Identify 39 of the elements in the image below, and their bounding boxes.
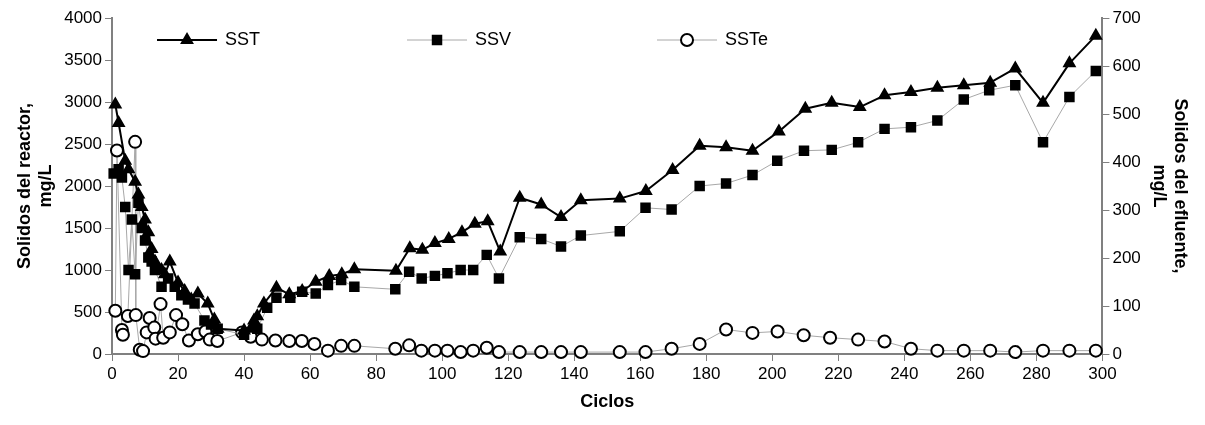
x-tick-label: 60 [300, 363, 320, 383]
x-tick-label: 20 [168, 363, 188, 383]
x-tick-label: 120 [494, 363, 523, 383]
x-tick-label: 80 [366, 363, 386, 383]
legend-label: SSTe [725, 28, 769, 49]
y-tick-label: 1500 [64, 217, 103, 237]
y2-tick-label: 700 [1112, 7, 1141, 27]
y2-tick-label: 100 [1112, 295, 1141, 315]
y-axis-title: Solidos del reactor, mg/L [13, 102, 56, 270]
y-tick-label: 2000 [64, 175, 103, 195]
x-tick-label: 240 [890, 363, 919, 383]
y-tick-label: 500 [73, 301, 103, 321]
legend-label: SSV [475, 28, 512, 49]
y-tick-label: 2500 [64, 133, 103, 153]
x-axis-title: Ciclos [580, 391, 635, 412]
legend-label: SST [225, 28, 261, 49]
y-tick-label: 3500 [64, 49, 103, 69]
y2-tick-label: 300 [1112, 199, 1141, 219]
x-tick-label: 280 [1022, 363, 1051, 383]
y-tick-label: 3000 [64, 91, 103, 111]
y2-tick-label: 400 [1112, 151, 1141, 171]
y2-tick-label: 200 [1112, 247, 1141, 267]
x-tick-label: 260 [956, 363, 985, 383]
x-tick-label: 300 [1088, 363, 1117, 383]
y-tick-label: 0 [92, 343, 103, 363]
y-tick-label: 4000 [64, 7, 103, 27]
y2-tick-label: 500 [1112, 103, 1141, 123]
x-tick-label: 40 [234, 363, 254, 383]
x-tick-label: 0 [107, 363, 117, 383]
y-tick-label: 1000 [64, 259, 103, 279]
y2-tick-label: 0 [1112, 343, 1122, 363]
x-tick-label: 140 [560, 363, 589, 383]
x-tick-label: 220 [824, 363, 853, 383]
x-tick-label: 200 [758, 363, 787, 383]
y2-tick-label: 600 [1112, 55, 1141, 75]
x-tick-label: 100 [427, 363, 457, 383]
x-tick-label: 180 [692, 363, 721, 383]
y2-axis-title: Solidos del efluente, mg/L [1149, 98, 1192, 274]
x-tick-label: 160 [626, 363, 655, 383]
